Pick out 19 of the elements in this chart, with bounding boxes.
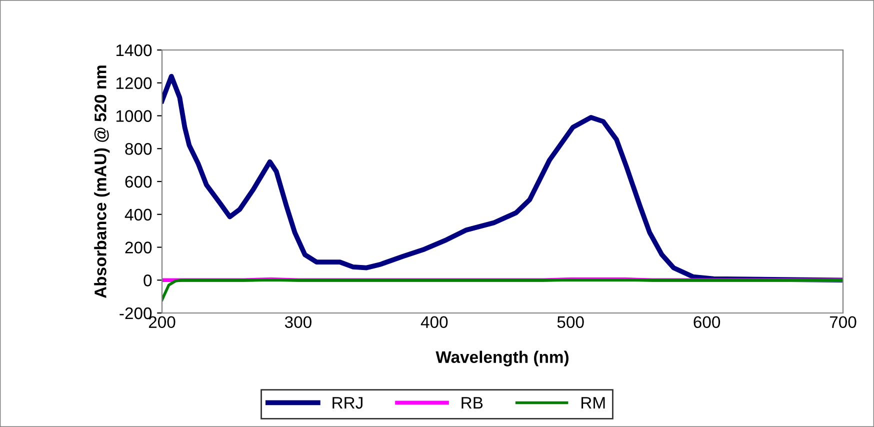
x-tick-label: 700 [830, 316, 856, 328]
y-tick-label: 1000 [116, 110, 152, 122]
legend-label: RB [462, 397, 483, 409]
x-axis-title: Wavelength (nm) [436, 350, 568, 366]
y-tick-label: 600 [125, 176, 152, 188]
legend-label: RM [582, 397, 605, 409]
x-tick-label: 300 [284, 316, 312, 328]
legend-label: RRJ [332, 397, 362, 409]
y-tick-label: 400 [124, 208, 152, 221]
y-tick-label: 0 [144, 274, 152, 286]
x-tick-label: 600 [694, 316, 720, 328]
x-tick-label: 400 [420, 316, 448, 328]
line-series [162, 278, 843, 302]
x-tick-label: 500 [557, 316, 584, 328]
y-tick-label: 1400 [116, 44, 152, 56]
y-tick-label: 800 [125, 143, 152, 155]
y-tick-label: 200 [125, 242, 152, 254]
y-axis-title: Absorbance (mAU) @ 520 nm [94, 66, 110, 298]
y-tick-label: 1200 [116, 77, 152, 90]
